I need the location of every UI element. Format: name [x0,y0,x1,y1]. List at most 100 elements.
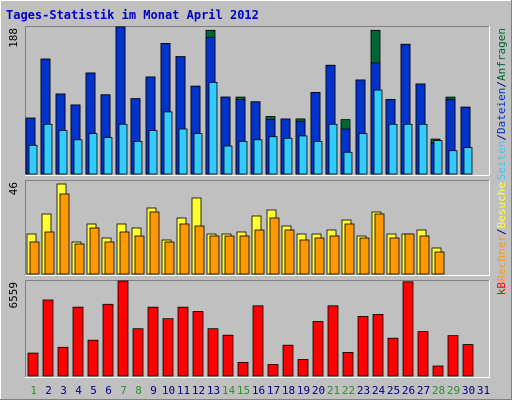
top-bar-seiten-day-27 [418,123,428,175]
middle-bar-rechner-day-25 [389,237,400,275]
bottom-bar-kb-day-21 [327,305,339,377]
top-bar-seiten-day-14 [223,145,233,175]
middle-legend-part-2: Besuche [495,182,508,228]
bottom-ymax-label: 6559 [7,282,20,309]
bottom-bar-kb-day-22 [342,351,354,377]
x-tick-label-9: 9 [150,384,157,397]
x-tick-label-26: 26 [402,384,415,397]
top-bar-seiten-day-30 [463,147,473,175]
middle-bar-rechner-day-26 [404,233,415,275]
top-bar-seiten-day-6 [103,137,113,175]
x-tick-label-20: 20 [312,384,325,397]
middle-bar-rechner-day-20 [314,237,325,275]
middle-bar-rechner-day-21 [329,235,340,275]
bottom-bar-kb-day-19 [297,359,309,377]
x-axis-labels: 1 2 3 4 5 6 7 8 9 10 11 12 13 14 15 16 17 18 19 20 21 22 23 24 2… [30,384,490,397]
top-bar-seiten-day-22 [343,151,353,175]
bottom-bar-kb-day-10 [162,318,174,377]
middle-bar-rechner-day-17 [269,217,280,275]
bottom-bar-kb-day-1 [27,352,39,377]
x-tick-label-4: 4 [75,384,82,397]
x-tick-label-7: 7 [120,384,127,397]
top-bar-seiten-day-2 [43,123,53,175]
middle-bar-rechner-day-23 [359,237,370,275]
x-tick-label-13: 13 [207,384,220,397]
top-legend-part-1: / [495,134,508,141]
bottom-bar-kb-day-27 [417,331,429,377]
middle-series-legend: Rechner/Besuche [495,182,508,281]
bottom-bar-kb-day-26 [402,281,414,377]
top-bar-seiten-day-23 [358,133,368,175]
x-tick-label-27: 27 [417,384,430,397]
top-bar-seiten-day-17 [268,136,278,175]
top-bar-seiten-day-7 [118,123,128,175]
top-bar-seiten-day-9 [148,130,158,175]
bottom-bar-kb-day-13 [207,328,219,377]
bottom-bar-kb-day-23 [357,316,369,377]
top-bar-seiten-day-5 [88,133,98,175]
middle-bar-rechner-day-1 [29,241,40,275]
top-bar-seiten-day-24 [373,89,383,175]
middle-bar-rechner-day-10 [164,241,175,275]
x-tick-label-31: 31 [477,384,490,397]
bottom-bar-kb-day-3 [57,346,69,377]
middle-bar-rechner-day-16 [254,229,265,275]
x-tick-label-14: 14 [222,384,236,397]
middle-bar-rechner-day-28 [434,251,445,275]
x-tick-label-28: 28 [432,384,445,397]
top-bar-seiten-day-11 [178,128,188,175]
middle-bar-rechner-day-27 [419,235,430,275]
bottom-bar-kb-day-17 [267,364,279,377]
x-tick-label-2: 2 [45,384,52,397]
x-tick-label-29: 29 [447,384,460,397]
middle-bar-rechner-day-24 [374,213,385,275]
x-tick-label-5: 5 [90,384,97,397]
top-legend-part-2: Dateien [495,88,508,134]
middle-bar-rechner-day-3 [59,193,70,275]
bottom-bar-kb-day-28 [432,365,444,377]
top-bar-seiten-day-8 [133,140,143,175]
x-tick-label-24: 24 [372,384,386,397]
middle-bar-rechner-day-7 [119,231,130,275]
middle-legend-part-0: Rechner [495,235,508,282]
middle-bar-rechner-day-12 [194,225,205,275]
x-tick-label-25: 25 [387,384,400,397]
top-bar-seiten-day-4 [73,139,83,175]
bottom-legend-part-0: kB [495,282,508,296]
chart-title: Tages-Statistik im Monat April 2012 [6,8,259,22]
top-bar-seiten-day-18 [283,137,293,175]
middle-bar-rechner-day-2 [44,231,55,275]
top-legend-part-0: Seiten [495,141,508,181]
middle-bar-rechner-day-18 [284,229,295,275]
middle-bar-rechner-day-8 [134,235,145,275]
x-tick-label-19: 19 [297,384,310,397]
middle-bar-rechner-day-22 [344,223,355,275]
middle-legend-part-1: / [495,228,508,235]
top-bar-seiten-day-26 [403,123,413,175]
middle-bar-rechner-day-14 [224,235,235,275]
top-bar-seiten-day-16 [253,139,263,175]
bottom-bar-kb-day-7 [117,280,129,377]
x-tick-label-18: 18 [282,384,295,397]
bottom-bar-kb-day-5 [87,339,99,377]
middle-bar-rechner-day-19 [299,239,310,275]
x-tick-label-1: 1 [30,384,37,397]
bottom-bar-kb-day-11 [177,306,189,377]
top-bar-seiten-day-29 [448,150,458,175]
x-tick-label-23: 23 [357,384,370,397]
x-tick-label-6: 6 [105,384,112,397]
bottom-bar-kb-day-4 [72,306,84,377]
top-bar-seiten-day-13 [208,82,218,175]
x-tick-label-3: 3 [60,384,67,397]
middle-bar-rechner-day-11 [179,223,190,275]
bottom-bar-kb-day-29 [447,335,459,377]
bottom-bar-kb-day-30 [462,344,474,377]
middle-bar-rechner-day-5 [89,227,100,275]
x-tick-label-30: 30 [462,384,475,397]
bottom-bar-kb-day-6 [102,303,114,377]
bottom-bar-kb-day-25 [387,337,399,377]
bottom-bar-kb-day-8 [132,328,144,377]
x-tick-label-17: 17 [267,384,280,397]
